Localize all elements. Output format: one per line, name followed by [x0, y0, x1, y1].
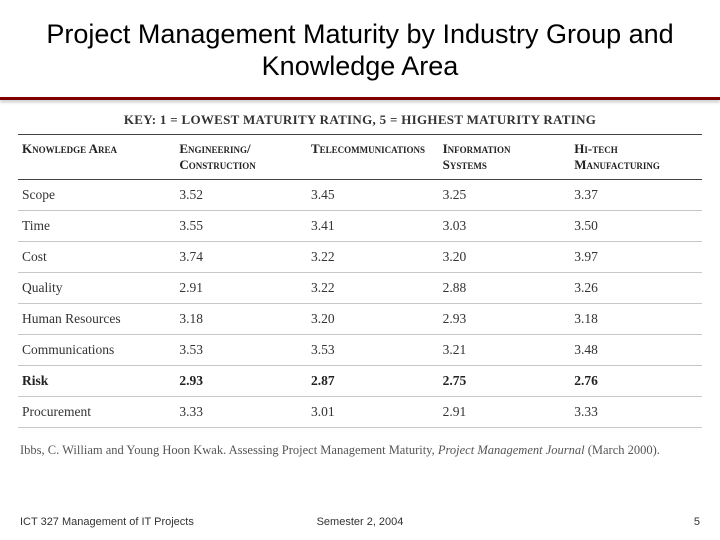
col-header-telecom: Telecommunications [307, 134, 439, 180]
table-cell: 2.91 [439, 397, 571, 428]
table-cell: 3.03 [439, 211, 571, 242]
table-cell: 3.20 [439, 242, 571, 273]
table-cell: 2.93 [439, 304, 571, 335]
table-cell: 3.22 [307, 273, 439, 304]
table-cell: 3.25 [439, 180, 571, 211]
table-row: Risk2.932.872.752.76 [18, 366, 702, 397]
col-header-text: Construction [179, 157, 255, 172]
table-cell: Cost [18, 242, 175, 273]
table-cell: 2.75 [439, 366, 571, 397]
slide-title: Project Management Maturity by Industry … [0, 0, 720, 97]
table-row: Scope3.523.453.253.37 [18, 180, 702, 211]
slide-footer: ICT 327 Management of IT Projects Semest… [0, 516, 720, 528]
table-cell: Quality [18, 273, 175, 304]
table-row: Human Resources3.183.202.933.18 [18, 304, 702, 335]
citation: Ibbs, C. William and Young Hoon Kwak. As… [0, 428, 720, 459]
key-legend: KEY: 1 = LOWEST MATURITY RATING, 5 = HIG… [0, 108, 720, 134]
maturity-table: Knowledge Area Engineering/ Construction… [18, 134, 702, 429]
table-cell: 3.97 [570, 242, 702, 273]
table-cell: 3.52 [175, 180, 307, 211]
table-cell: 3.45 [307, 180, 439, 211]
col-header-text: Telecommunications [311, 141, 425, 156]
col-header-text: Information [443, 141, 511, 156]
table-cell: Procurement [18, 397, 175, 428]
col-header-text: Engineering/ [179, 141, 250, 156]
col-header-text: Hi-tech [574, 141, 617, 156]
title-rule [0, 97, 720, 100]
footer-right: 5 [694, 516, 700, 528]
table-body: Scope3.523.453.253.37Time3.553.413.033.5… [18, 180, 702, 428]
table-cell: 3.22 [307, 242, 439, 273]
table-cell: 3.20 [307, 304, 439, 335]
table-header-row: Knowledge Area Engineering/ Construction… [18, 134, 702, 180]
table-cell: 3.55 [175, 211, 307, 242]
table-cell: Time [18, 211, 175, 242]
table-cell: 2.87 [307, 366, 439, 397]
table-cell: 3.21 [439, 335, 571, 366]
footer-center: Semester 2, 2004 [317, 516, 404, 528]
table-cell: 3.26 [570, 273, 702, 304]
table-cell: 3.53 [307, 335, 439, 366]
table-row: Cost3.743.223.203.97 [18, 242, 702, 273]
maturity-table-wrap: Knowledge Area Engineering/ Construction… [0, 134, 720, 429]
citation-date: (March 2000). [585, 443, 660, 457]
table-cell: 3.33 [570, 397, 702, 428]
table-cell: 2.91 [175, 273, 307, 304]
table-cell: 3.01 [307, 397, 439, 428]
table-cell: Communications [18, 335, 175, 366]
citation-authors: Ibbs, C. William and Young Hoon Kwak. As… [20, 443, 438, 457]
col-header-infosys: Information Systems [439, 134, 571, 180]
table-cell: 3.37 [570, 180, 702, 211]
table-cell: Scope [18, 180, 175, 211]
table-cell: 2.88 [439, 273, 571, 304]
table-cell: 3.33 [175, 397, 307, 428]
table-cell: Human Resources [18, 304, 175, 335]
table-row: Quality2.913.222.883.26 [18, 273, 702, 304]
table-cell: Risk [18, 366, 175, 397]
col-header-text: Systems [443, 157, 487, 172]
table-row: Procurement3.333.012.913.33 [18, 397, 702, 428]
table-cell: 2.93 [175, 366, 307, 397]
citation-journal: Project Management Journal [438, 443, 585, 457]
table-cell: 3.74 [175, 242, 307, 273]
table-row: Time3.553.413.033.50 [18, 211, 702, 242]
table-row: Communications3.533.533.213.48 [18, 335, 702, 366]
table-cell: 3.18 [175, 304, 307, 335]
table-cell: 3.50 [570, 211, 702, 242]
table-cell: 2.76 [570, 366, 702, 397]
col-header-text: Knowledge Area [22, 141, 117, 156]
table-cell: 3.18 [570, 304, 702, 335]
table-cell: 3.41 [307, 211, 439, 242]
col-header-knowledge-area: Knowledge Area [18, 134, 175, 180]
footer-left: ICT 327 Management of IT Projects [20, 516, 194, 528]
col-header-engineering: Engineering/ Construction [175, 134, 307, 180]
table-cell: 3.53 [175, 335, 307, 366]
col-header-hitech: Hi-tech Manufacturing [570, 134, 702, 180]
table-cell: 3.48 [570, 335, 702, 366]
col-header-text: Manufacturing [574, 157, 660, 172]
